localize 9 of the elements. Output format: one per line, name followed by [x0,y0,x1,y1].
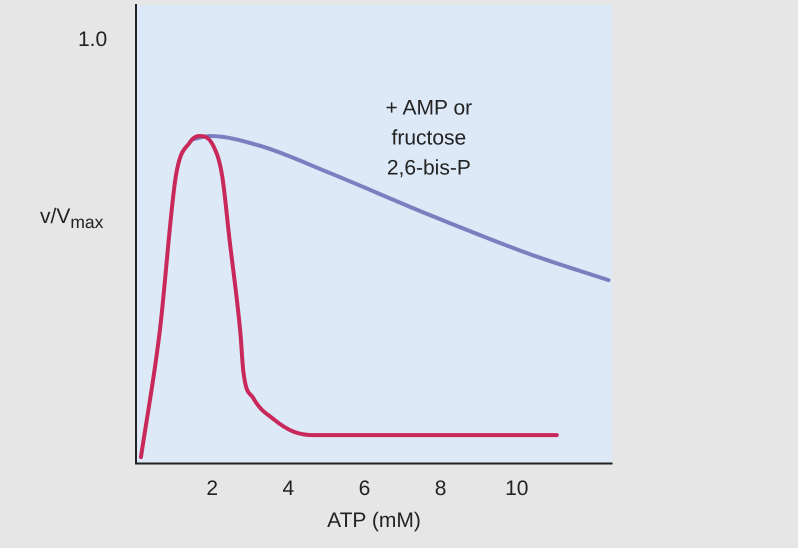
x-tick-label: 4 [282,476,294,500]
y-axis-title: v/V$_{max}$ [40,205,104,234]
x-tick-label: 10 [505,476,528,500]
series-label: + AMP or fructose 2,6-bis-P [386,96,472,180]
x-axis-title: ATP (mM) [327,509,421,532]
text: 1.0 [78,28,108,52]
x-tick-label: 8 [434,476,446,500]
x-tick-label: 2 [206,476,218,500]
x-tick-label: 6 [358,476,370,500]
